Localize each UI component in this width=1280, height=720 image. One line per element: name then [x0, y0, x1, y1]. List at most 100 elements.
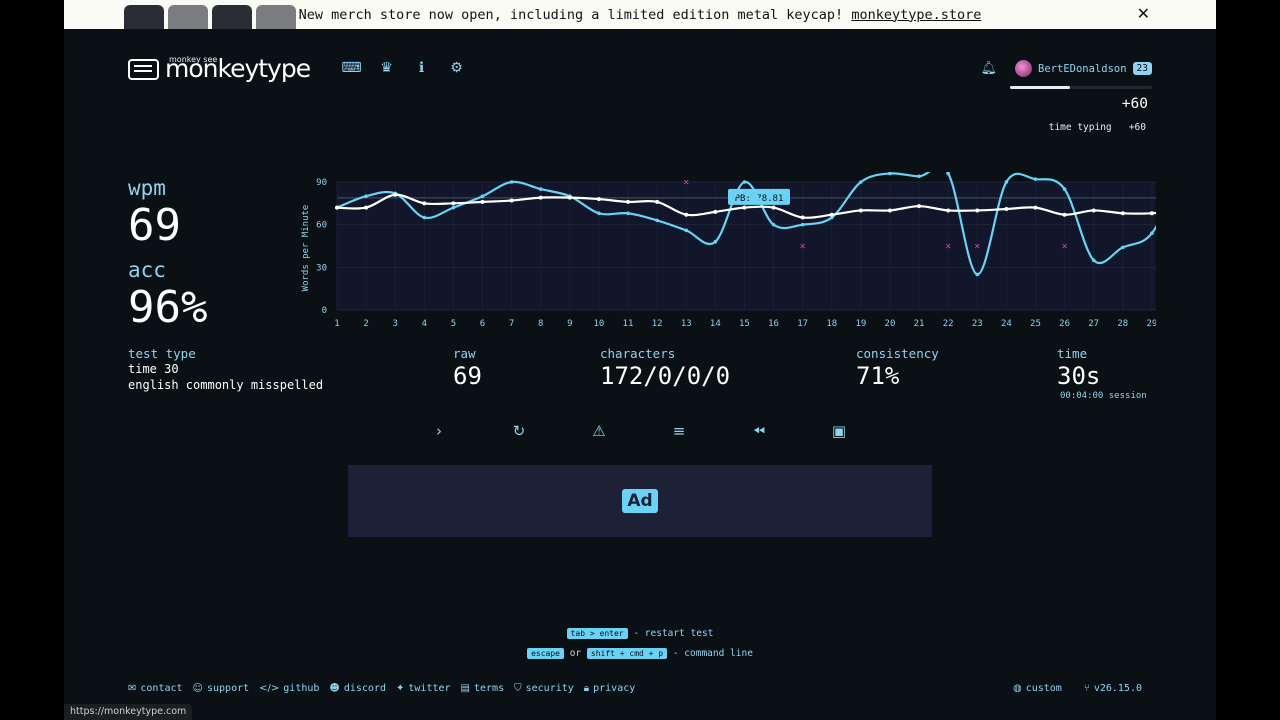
wpm-point — [1033, 205, 1038, 210]
version-link[interactable]: ⑂ v26.15.0 — [1083, 683, 1142, 694]
raw-point — [597, 211, 601, 216]
ad-placeholder[interactable]: Ad — [348, 465, 932, 537]
wpm-point — [1149, 211, 1154, 216]
wpm-point — [1004, 207, 1009, 212]
wpm-point — [335, 205, 339, 210]
refresh-icon[interactable]: ↻ — [512, 422, 526, 440]
x-tick-label: 25 — [1030, 319, 1041, 329]
xp-bar-fill — [1010, 86, 1070, 89]
list-icon[interactable]: ≡ — [672, 422, 686, 440]
x-tick-label: 24 — [1001, 319, 1012, 329]
raw-point — [888, 172, 892, 176]
announcement-banner: New merch store now open, including a li… — [64, 0, 1216, 29]
ad-label: Ad — [622, 489, 658, 513]
footer-security[interactable]: ⛉ security — [514, 683, 574, 694]
x-tick-label: 5 — [451, 319, 456, 329]
footer-github[interactable]: </> github — [259, 683, 320, 694]
wpm-point — [538, 195, 543, 200]
raw-point — [538, 187, 543, 191]
info-icon[interactable]: ℹ — [418, 60, 425, 76]
wpm-point — [509, 198, 514, 203]
x-tick-label: 3 — [392, 319, 397, 329]
acc-label: acc — [128, 258, 166, 282]
wpm-point — [887, 208, 892, 213]
x-tick-label: 1 — [334, 319, 339, 329]
xp-bar — [1010, 86, 1152, 89]
wpm-point — [684, 212, 689, 217]
x-tick-label: 16 — [768, 319, 779, 329]
result-actions: › ↻ ⚠ ≡ ⏪︎ ▣ — [399, 422, 879, 440]
close-icon[interactable]: ✕ — [1136, 4, 1150, 23]
crown-icon[interactable]: ♛ — [380, 60, 393, 76]
pb-label-box — [728, 188, 790, 205]
footer-terms[interactable]: ▤ terms — [460, 683, 505, 694]
x-tick-label: 4 — [422, 319, 427, 329]
banner-message: New merch store now open, including a li… — [298, 6, 982, 23]
username[interactable]: BertEDonaldson — [1038, 62, 1127, 75]
x-tick-label: 28 — [1117, 319, 1128, 329]
x-tick-label: 19 — [855, 319, 866, 329]
monkeytype-logo-icon — [128, 59, 159, 80]
test-type-stat: test type time 30 english commonly missp… — [128, 346, 324, 392]
wpm-point — [1062, 212, 1067, 217]
footer-twitter[interactable]: ✦ twitter — [396, 683, 451, 694]
y-tick-label: 60 — [316, 221, 327, 231]
bell-icon[interactable]: 🔔︎ — [980, 61, 998, 76]
main-stats: wpm 69 acc 96% — [128, 176, 238, 334]
x-tick-label: 9 — [567, 319, 572, 329]
rewind-icon[interactable]: ⏪︎ — [752, 422, 765, 440]
shield-icon: ⛉ — [514, 683, 522, 694]
merch-image — [124, 0, 304, 29]
x-tick-label: 20 — [885, 319, 896, 329]
x-tick-label: 10 — [594, 319, 605, 329]
status-bar-url: https://monkeytype.com — [64, 704, 193, 720]
raw-point — [1150, 231, 1154, 235]
error-marker: ✕ — [1061, 242, 1068, 251]
wpm-point — [655, 199, 660, 204]
gear-icon[interactable]: ⚙ — [450, 60, 463, 76]
y-tick-label: 30 — [316, 263, 327, 273]
wpm-point — [975, 208, 980, 213]
chevron-right-icon[interactable]: › — [436, 422, 442, 440]
xp-gain: +60 — [1121, 96, 1148, 112]
donate-icon: ☺ — [192, 683, 203, 694]
x-tick-label: 15 — [739, 319, 750, 329]
image-icon[interactable]: ▣ — [831, 422, 847, 440]
raw-point — [946, 172, 950, 176]
wpm-point — [1120, 211, 1125, 216]
wpm-point — [364, 205, 369, 210]
x-tick-label: 12 — [652, 319, 663, 329]
wpm-point — [422, 201, 427, 206]
error-marker: ✕ — [945, 242, 952, 251]
palette-icon: ◍ — [1012, 683, 1022, 694]
wpm-point — [451, 201, 456, 206]
x-tick-label: 6 — [480, 319, 485, 329]
raw-point — [480, 194, 485, 199]
lock-icon: 🔒︎ — [583, 683, 590, 694]
x-tick-label: 23 — [972, 319, 983, 329]
x-tick-label: 26 — [1059, 319, 1070, 329]
footer-privacy[interactable]: 🔒︎ privacy — [583, 683, 636, 694]
avatar[interactable] — [1015, 60, 1033, 77]
keyboard-icon[interactable]: ⌨ — [341, 60, 362, 76]
command-key: shift + cmd + p — [586, 648, 668, 659]
raw-stat: raw 69 — [453, 346, 482, 390]
raw-point — [626, 211, 630, 216]
raw-point — [684, 228, 689, 233]
logo[interactable]: monkey see monkeytype — [128, 55, 311, 82]
footer-support[interactable]: ☺ support — [192, 683, 250, 694]
wpm-point — [393, 192, 398, 197]
logo-tagline: monkey see — [169, 55, 218, 64]
warning-icon[interactable]: ⚠ — [592, 422, 606, 440]
x-tick-label: 13 — [681, 319, 692, 329]
raw-point — [655, 218, 659, 223]
footer-contact[interactable]: ✉ contact — [128, 683, 183, 694]
merch-store-link[interactable]: monkeytype.store — [851, 6, 982, 23]
twitter-icon: ✦ — [396, 683, 405, 694]
wpm-point — [1091, 208, 1096, 213]
theme-button[interactable]: ◍ custom — [1012, 683, 1062, 694]
error-marker: ✕ — [974, 242, 981, 251]
footer-discord[interactable]: ☻ discord — [329, 683, 386, 694]
wpm-point — [917, 204, 922, 209]
